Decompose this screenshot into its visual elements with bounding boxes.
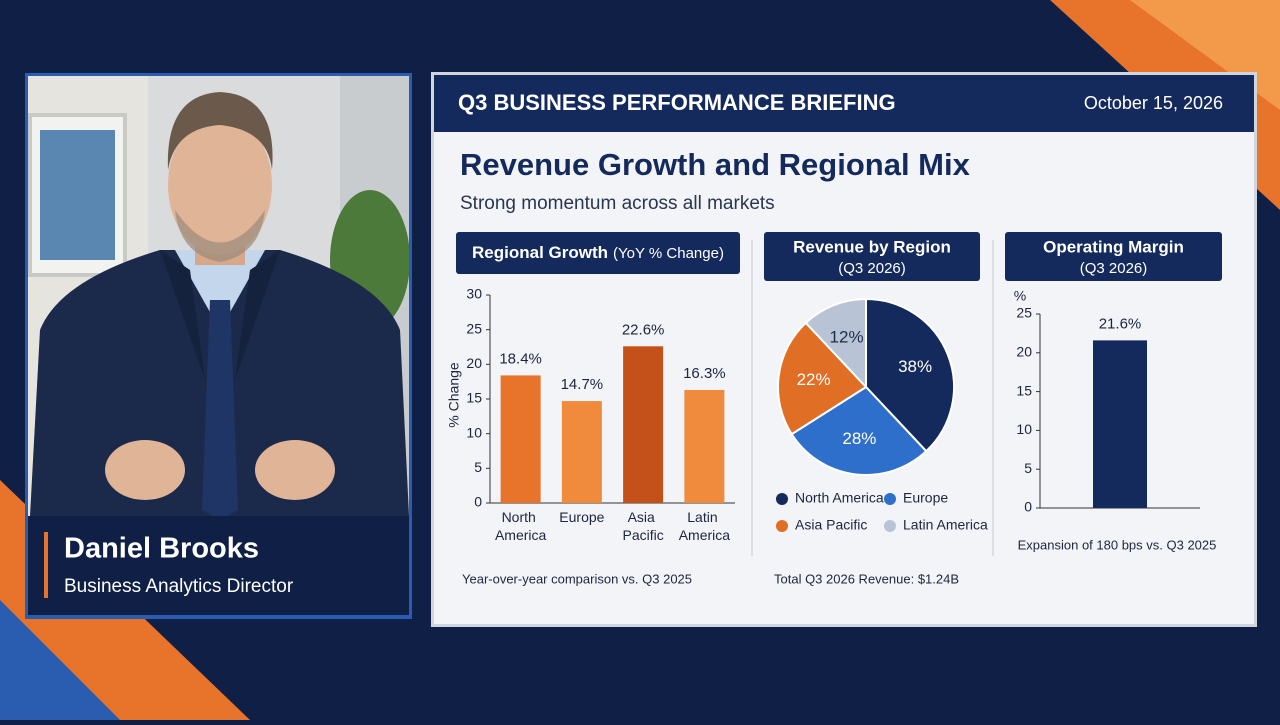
value-label: 16.3% [683,365,726,382]
bar [500,375,541,503]
y-axis-label: % Change [446,362,462,428]
legend-label: Europe [903,490,948,506]
chart-note: Year-over-year comparison vs. Q3 2025 [462,571,692,586]
bar [623,346,664,503]
bar [684,389,725,503]
value-label: 21.6% [1099,315,1142,332]
legend-swatch [776,493,788,505]
legend-label: North America [795,490,884,506]
value-label: 28% [842,429,876,448]
legend-swatch [884,520,896,532]
y-tick-label: 25 [466,320,482,336]
x-tick-label: Asia Pacific [623,509,664,543]
x-tick-label: Europe [559,509,604,525]
value-label: 22% [797,370,831,389]
chart-title-main: Regional Growth [472,243,608,262]
chart-title-box [764,232,980,281]
decor [0,600,120,720]
chart-subtitle: (Q3 2026) [1080,260,1148,277]
x-tick-label: North America [495,509,547,543]
value-label: 14.7% [561,376,604,393]
bar [1093,340,1147,508]
slide-header [434,75,1254,132]
header-date: October 15, 2026 [1084,93,1223,113]
chart-title-box [456,232,740,274]
chart-subtitle: (YoY % Change) [613,245,724,262]
y-tick-label: 30 [466,286,482,302]
y-tick-label: 5 [1024,460,1032,476]
slide-title: Revenue Growth and Regional Mix [460,147,971,182]
pie-slice [804,297,867,390]
value-label: 22.6% [622,321,665,338]
value-label: 38% [898,357,932,376]
y-tick-label: 0 [474,494,482,510]
y-tick-label: 15 [1016,382,1032,398]
slide-subtitle: Strong momentum across all markets [460,193,775,214]
presenter-video [28,76,409,615]
chart-note: Total Q3 2026 Revenue: $1.24B [774,571,959,586]
bar [561,401,602,503]
y-tick-label: 0 [1024,499,1032,515]
chart-title: Operating Margin [1043,237,1184,256]
pie-slice [777,321,868,436]
chart-subtitle: (Q3 2026) [838,260,906,277]
y-tick-label: 20 [1016,344,1032,360]
legend-label: Latin America [903,517,988,533]
y-tick-label: 25 [1016,305,1032,321]
legend-swatch [884,493,896,505]
presenter-role: Business Analytics Director [64,576,294,597]
value-label: 18.4% [499,350,542,367]
presenter-name: Daniel Brooks [64,533,259,565]
pie-slice [790,385,928,476]
y-tick-label: 20 [466,355,482,371]
chart-title-box [1005,232,1222,281]
y-tick-label: 10 [1016,421,1032,437]
pie-slice [865,297,955,453]
chart-title: Regional Growth (YoY % Change) [472,243,724,262]
header-title: Q3 BUSINESS PERFORMANCE BRIEFING [458,90,896,115]
accent-bar [44,532,48,598]
y-tick-label: 10 [466,424,482,440]
y-tick-label: 15 [466,390,482,406]
chart-note: Expansion of 180 bps vs. Q3 2025 [1018,537,1217,552]
legend-swatch [776,520,788,532]
x-tick-label: Latin America [679,509,731,543]
y-tick-label: 5 [474,459,482,475]
y-axis-label: % [1014,288,1026,304]
chart-title: Revenue by Region [793,237,951,256]
legend-label: Asia Pacific [795,517,867,533]
value-label: 12% [830,327,864,346]
